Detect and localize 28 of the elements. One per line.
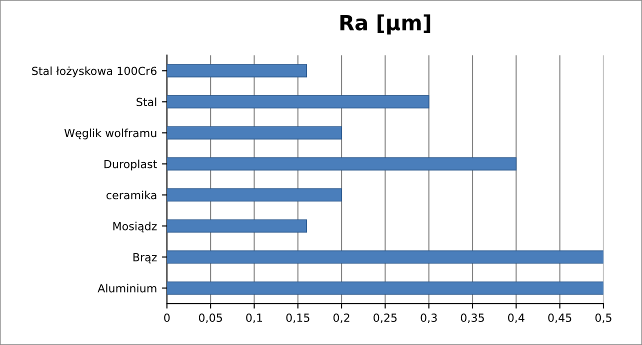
y-tick-label: Brąz bbox=[133, 253, 157, 264]
x-tick-label: 0,15 bbox=[286, 314, 310, 324]
y-tick-label: Mosiądz bbox=[113, 222, 157, 232]
bar bbox=[166, 95, 430, 108]
x-tick-label: 0,45 bbox=[548, 314, 572, 324]
bar bbox=[166, 64, 308, 78]
x-tick-label: 0,5 bbox=[595, 314, 612, 324]
x-tick-label: 0,05 bbox=[198, 314, 222, 324]
x-tick-label: 0,2 bbox=[333, 314, 350, 324]
y-tick-label: Stal łożyskowa 100Cr6 bbox=[32, 66, 156, 78]
x-tick-label: 0,4 bbox=[508, 314, 524, 324]
bar bbox=[166, 126, 342, 140]
bar bbox=[166, 219, 308, 233]
x-tick-label: 0,25 bbox=[374, 314, 397, 324]
y-tick-label: ceramika bbox=[106, 190, 156, 200]
x-tick-label: 0,1 bbox=[246, 314, 262, 324]
bar bbox=[166, 188, 342, 202]
bar bbox=[166, 281, 604, 295]
bar bbox=[166, 157, 517, 171]
y-tick-label: Duroplast bbox=[104, 160, 157, 170]
x-tick-label: 0,3 bbox=[420, 314, 437, 324]
x-tick-label: 0,35 bbox=[460, 314, 484, 324]
y-tick-label: Stal bbox=[136, 98, 156, 106]
bar bbox=[166, 250, 604, 264]
chart-title: Ra [µm] bbox=[340, 14, 430, 35]
x-tick-label: 0 bbox=[164, 314, 170, 322]
y-tick-label: Aluminium bbox=[98, 284, 156, 292]
y-tick-label: Węglik wolframu bbox=[64, 128, 156, 140]
